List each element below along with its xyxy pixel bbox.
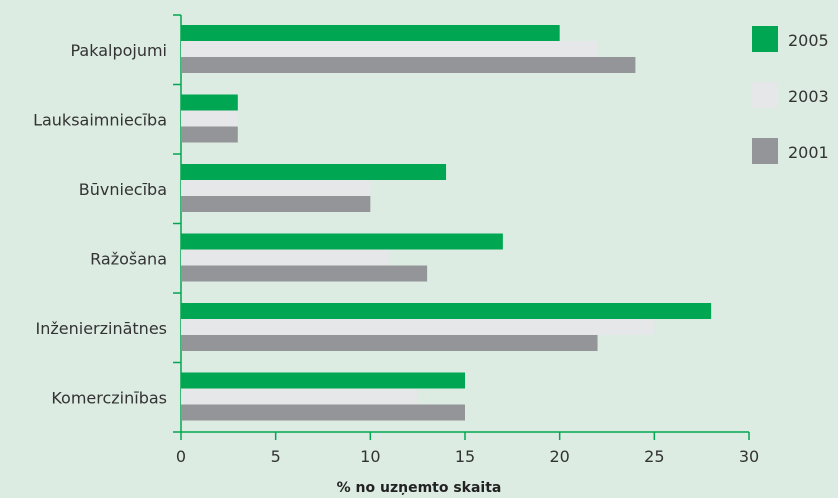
- legend: 2005 2003 2001: [752, 26, 829, 164]
- bar-2001: [181, 196, 371, 212]
- bar-2001: [181, 57, 636, 73]
- x-axis-title: % no uzņemto skaita: [337, 480, 502, 496]
- x-tick-label: 25: [644, 447, 664, 466]
- category-label: Inženierzinātnes: [36, 319, 168, 338]
- bar-2005: [181, 233, 503, 250]
- chart-axes: [180, 15, 749, 433]
- bar-2003: [181, 110, 238, 127]
- y-axis-ticks: [173, 14, 181, 433]
- legend-label: 2003: [788, 87, 829, 106]
- x-tick-label: 10: [360, 447, 380, 466]
- legend-swatch: [752, 138, 778, 164]
- legend-swatch: [752, 26, 778, 52]
- bar-2001: [181, 335, 598, 351]
- bars-group: Pakalpojumi Lauksaimniecība Būvniecība Ražo…: [33, 25, 712, 421]
- bar-2005: [181, 372, 465, 389]
- bar-2001: [181, 126, 238, 143]
- bar-2003: [181, 180, 371, 196]
- x-tick-label: 15: [455, 447, 475, 466]
- legend-label: 2001: [788, 143, 829, 162]
- category-label: Lauksaimniecība: [33, 110, 167, 129]
- x-tick-label: 5: [271, 447, 281, 466]
- bar-2005: [181, 25, 560, 41]
- category-label: Pakalpojumi: [70, 41, 167, 60]
- legend-label: 2005: [788, 31, 829, 50]
- x-axis-ticks: 0 5 10 15 20 25 30: [176, 432, 759, 466]
- legend-swatch: [752, 82, 778, 108]
- bar-2003: [181, 319, 655, 335]
- bar-2003: [181, 41, 598, 57]
- bar-2001: [181, 265, 428, 282]
- category-label: Būvniecība: [79, 180, 167, 199]
- bar-2005: [181, 164, 447, 180]
- bar-2005: [181, 303, 712, 319]
- bar-2001: [181, 404, 465, 421]
- bar-2003: [181, 249, 390, 266]
- bar-2005: [181, 94, 238, 111]
- category-label: Komerczinības: [51, 388, 167, 407]
- category-label: Ražošana: [90, 249, 167, 268]
- x-tick-label: 30: [739, 447, 759, 466]
- bar-2003: [181, 388, 418, 405]
- x-tick-label: 0: [176, 447, 186, 466]
- x-tick-label: 20: [549, 447, 569, 466]
